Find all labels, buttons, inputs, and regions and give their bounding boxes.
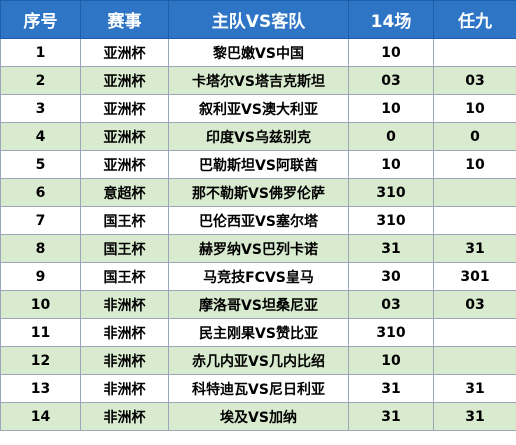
cell-any-9 [433,346,516,375]
cell-no: 2 [0,66,81,95]
header-row: 序号 赛事 主队VS客队 14场 任九 [0,0,516,39]
cell-any-9: 03 [433,66,516,95]
table-row: 4 亚洲杯 印度VS乌兹别克 0 0 [0,122,516,151]
table-row: 11 非洲杯 民主刚果VS赞比亚 310 [0,318,516,347]
cell-match: 巴伦西亚VS塞尔塔 [168,206,349,235]
table-header: 序号 赛事 主队VS客队 14场 任九 [0,0,516,39]
table-row: 10 非洲杯 摩洛哥VS坦桑尼亚 03 03 [0,290,516,319]
cell-14-games: 10 [348,346,434,375]
cell-any-9: 10 [433,94,516,123]
header-league: 赛事 [80,0,169,39]
header-match: 主队VS客队 [168,0,349,39]
table-row: 14 非洲杯 埃及VS加纳 31 31 [0,402,516,431]
table-row: 2 亚洲杯 卡塔尔VS塔吉克斯坦 03 03 [0,66,516,95]
cell-no: 13 [0,374,81,403]
cell-league: 亚洲杯 [80,66,169,95]
cell-no: 14 [0,402,81,431]
cell-league: 非洲杯 [80,346,169,375]
cell-match: 卡塔尔VS塔吉克斯坦 [168,66,349,95]
table-row: 12 非洲杯 赤几内亚VS几内比绍 10 [0,346,516,375]
cell-match: 科特迪瓦VS尼日利亚 [168,374,349,403]
cell-14-games: 31 [348,374,434,403]
match-table: 序号 赛事 主队VS客队 14场 任九 1 亚洲杯 黎巴嫩VS中国 10 2 亚洲杯 卡塔尔… [0,0,516,431]
header-any-9: 任九 [433,0,516,39]
cell-14-games: 310 [348,318,434,347]
table-row: 7 国王杯 巴伦西亚VS塞尔塔 310 [0,206,516,235]
cell-league: 亚洲杯 [80,94,169,123]
cell-league: 亚洲杯 [80,150,169,179]
cell-league: 非洲杯 [80,374,169,403]
cell-14-games: 03 [348,290,434,319]
cell-no: 12 [0,346,81,375]
cell-14-games: 30 [348,262,434,291]
table-body: 1 亚洲杯 黎巴嫩VS中国 10 2 亚洲杯 卡塔尔VS塔吉克斯坦 03 03 3 亚洲杯 叙利亚VS… [0,38,516,431]
table-row: 6 意超杯 那不勒斯VS佛罗伦萨 310 [0,178,516,207]
cell-league: 亚洲杯 [80,122,169,151]
cell-any-9: 10 [433,150,516,179]
cell-14-games: 31 [348,402,434,431]
cell-no: 11 [0,318,81,347]
cell-14-games: 310 [348,206,434,235]
cell-match: 摩洛哥VS坦桑尼亚 [168,290,349,319]
cell-14-games: 310 [348,178,434,207]
cell-14-games: 10 [348,150,434,179]
cell-match: 叙利亚VS澳大利亚 [168,94,349,123]
cell-league: 非洲杯 [80,318,169,347]
cell-match: 民主刚果VS赞比亚 [168,318,349,347]
cell-any-9: 301 [433,262,516,291]
cell-14-games: 10 [348,38,434,67]
header-14-games: 14场 [348,0,434,39]
cell-any-9 [433,318,516,347]
table-row: 5 亚洲杯 巴勒斯坦VS阿联酋 10 10 [0,150,516,179]
cell-no: 8 [0,234,81,263]
cell-no: 5 [0,150,81,179]
cell-any-9: 31 [433,402,516,431]
table-row: 3 亚洲杯 叙利亚VS澳大利亚 10 10 [0,94,516,123]
cell-14-games: 03 [348,66,434,95]
cell-league: 亚洲杯 [80,38,169,67]
cell-match: 那不勒斯VS佛罗伦萨 [168,178,349,207]
cell-any-9 [433,38,516,67]
cell-no: 10 [0,290,81,319]
cell-any-9 [433,178,516,207]
table-row: 1 亚洲杯 黎巴嫩VS中国 10 [0,38,516,67]
cell-league: 非洲杯 [80,290,169,319]
table-row: 8 国王杯 赫罗纳VS巴列卡诺 31 31 [0,234,516,263]
cell-no: 4 [0,122,81,151]
cell-match: 赫罗纳VS巴列卡诺 [168,234,349,263]
cell-any-9: 31 [433,234,516,263]
cell-league: 意超杯 [80,178,169,207]
cell-any-9: 31 [433,374,516,403]
cell-league: 国王杯 [80,234,169,263]
cell-match: 印度VS乌兹别克 [168,122,349,151]
cell-14-games: 10 [348,94,434,123]
header-no: 序号 [0,0,81,39]
cell-any-9: 0 [433,122,516,151]
cell-any-9: 03 [433,290,516,319]
cell-match: 赤几内亚VS几内比绍 [168,346,349,375]
cell-match: 黎巴嫩VS中国 [168,38,349,67]
cell-league: 国王杯 [80,206,169,235]
table-row: 13 非洲杯 科特迪瓦VS尼日利亚 31 31 [0,374,516,403]
cell-14-games: 0 [348,122,434,151]
cell-league: 国王杯 [80,262,169,291]
cell-match: 马竞技FCVS皇马 [168,262,349,291]
cell-league: 非洲杯 [80,402,169,431]
cell-any-9 [433,206,516,235]
cell-no: 1 [0,38,81,67]
cell-match: 巴勒斯坦VS阿联酋 [168,150,349,179]
cell-no: 7 [0,206,81,235]
table-row: 9 国王杯 马竞技FCVS皇马 30 301 [0,262,516,291]
cell-no: 9 [0,262,81,291]
cell-no: 3 [0,94,81,123]
cell-match: 埃及VS加纳 [168,402,349,431]
cell-no: 6 [0,178,81,207]
cell-14-games: 31 [348,234,434,263]
